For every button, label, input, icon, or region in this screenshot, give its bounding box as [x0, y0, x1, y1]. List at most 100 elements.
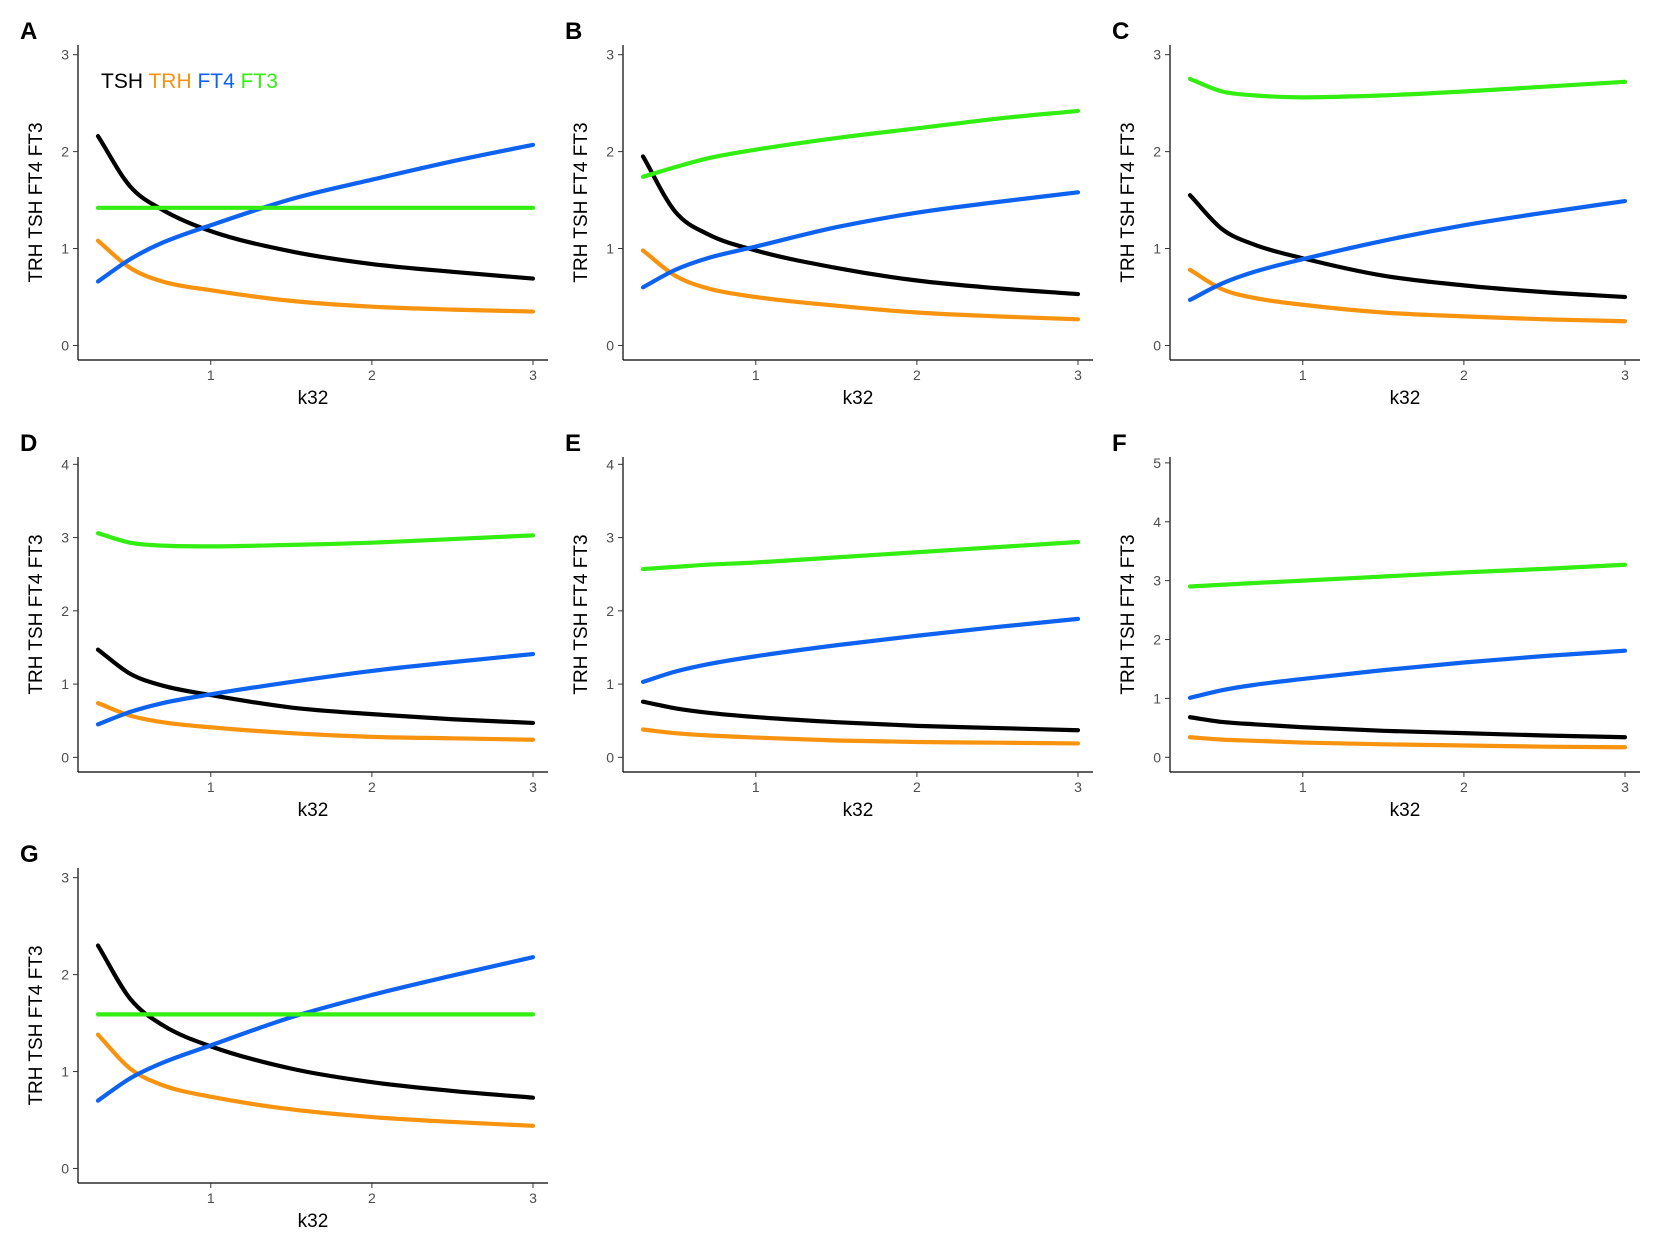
panel-a-series-trh-line	[95, 238, 536, 314]
panel-c-xtick-label: 3	[1621, 367, 1629, 383]
panel-b-ytick-label: 1	[606, 241, 614, 257]
panel-e-letter: E	[565, 430, 581, 457]
panel-f-ytick-label: 4	[1153, 514, 1161, 530]
panel-c-ytick-label: 2	[1153, 144, 1161, 160]
legend: TSH TRH FT4 FT3	[101, 70, 278, 93]
panel-g-ytick-label: 2	[61, 967, 69, 983]
panel-d-series-trh-line	[95, 701, 536, 742]
panel-b-xtick-label: 3	[1074, 367, 1082, 383]
panel-d-xtick-label: 1	[207, 779, 215, 795]
panel-g-ytick-label: 3	[61, 870, 69, 886]
panel-a-letter: A	[20, 18, 37, 45]
panel-a-series-tsh-line	[95, 134, 536, 281]
panel-g-series-ft4-line	[95, 955, 536, 1103]
panel-e-ytick-label: 2	[606, 603, 614, 619]
panel-g-xtick-label: 3	[529, 1190, 537, 1206]
panel-d: D 0 1 2 3 4 1 2 3 k32 TRH TSH FT4 FT3	[20, 430, 548, 821]
panel-b-series-tsh-line	[640, 154, 1081, 297]
panel-d-letter: D	[20, 430, 37, 457]
panel-b-xtick-label: 2	[913, 367, 921, 383]
panel-d-ytick-label: 2	[61, 603, 69, 619]
panel-d-y-title: TRH TSH FT4 FT3	[26, 534, 47, 694]
panel-a-ytick-label: 2	[61, 144, 69, 160]
panel-b-series-trh-line	[640, 248, 1081, 322]
panel-g-xtick-label: 1	[207, 1190, 215, 1206]
panel-b-xtick-label: 1	[752, 367, 760, 383]
panel-d-ytick-label: 3	[61, 530, 69, 546]
panel-b-ytick-label: 3	[606, 47, 614, 63]
panel-c-series-ft3-line	[1187, 76, 1628, 100]
panel-a-series-ft4-line	[95, 142, 536, 284]
panel-g-letter: G	[20, 841, 39, 868]
panel-a-xtick-label: 3	[529, 367, 537, 383]
panel-b-series-ft4-line	[640, 190, 1081, 290]
panel-g: G 0 1 2 3 1 2 3 k32 TRH TSH FT4 FT3	[20, 841, 548, 1232]
panel-c-y-title: TRH TSH FT4 FT3	[1118, 122, 1139, 282]
panel-c-x-title: k32	[1390, 388, 1421, 409]
panel-f-series-ft3-line	[1187, 562, 1628, 589]
panel-b-series-ft3-line	[640, 108, 1081, 179]
panel-f-xtick-label: 3	[1621, 779, 1629, 795]
panel-b-ytick-label: 2	[606, 144, 614, 160]
panel-d-series-ft3-line	[95, 531, 536, 549]
panel-a-ytick-label: 1	[61, 241, 69, 257]
panel-g-y-title: TRH TSH FT4 FT3	[26, 945, 47, 1105]
panel-e-ytick-label: 1	[606, 676, 614, 692]
panel-b-x-title: k32	[843, 388, 874, 409]
panel-a-y-title: TRH TSH FT4 FT3	[26, 122, 47, 282]
panel-c-letter: C	[1112, 18, 1129, 45]
panel-e-ytick-label: 4	[606, 456, 614, 472]
panel-e-x-title: k32	[843, 800, 874, 821]
panel-d-series-ft4-line	[95, 651, 536, 727]
panel-g-x-title: k32	[298, 1211, 329, 1232]
panel-e-series-tsh-line	[640, 699, 1081, 733]
panel-d-xtick-label: 3	[529, 779, 537, 795]
panel-a-xtick-label: 2	[368, 367, 376, 383]
panel-e-xtick-label: 3	[1074, 779, 1082, 795]
panel-g-xtick-label: 2	[368, 1190, 376, 1206]
panel-e-ytick-label: 3	[606, 530, 614, 546]
panel-f-series-ft4-line	[1187, 648, 1628, 700]
panel-f-ytick-label: 5	[1153, 455, 1161, 471]
panel-f-xtick-label: 2	[1460, 779, 1468, 795]
legend-entry-trh: TRH	[143, 70, 192, 93]
panel-d-ytick-label: 0	[61, 749, 69, 765]
panel-g-ytick-label: 0	[61, 1160, 69, 1176]
panel-d-x-title: k32	[298, 800, 329, 821]
panel-e-series-ft3-line	[640, 539, 1081, 572]
panel-e-xtick-label: 2	[913, 779, 921, 795]
panel-f-ytick-label: 0	[1153, 749, 1161, 765]
panel-b-letter: B	[565, 18, 582, 45]
panel-c-series-trh-line	[1187, 267, 1628, 324]
panel-g-series-tsh-line	[95, 943, 536, 1100]
panel-d-xtick-label: 2	[368, 779, 376, 795]
panel-d-ytick-label: 1	[61, 676, 69, 692]
panel-f: F 0 1 2 3 4 5 1 2 3 k32 TRH TSH FT4 FT3	[1112, 430, 1640, 821]
panel-d-series-tsh-line	[95, 647, 536, 726]
panel-c-series-ft4-line	[1187, 198, 1628, 303]
panel-f-series-trh-line	[1187, 735, 1628, 750]
panel-f-x-title: k32	[1390, 800, 1421, 821]
panel-c-series-tsh-line	[1187, 193, 1628, 300]
panel-e-xtick-label: 1	[752, 779, 760, 795]
panel-b-y-title: TRH TSH FT4 FT3	[571, 122, 592, 282]
panel-f-ytick-label: 3	[1153, 573, 1161, 589]
panel-e-y-title: TRH TSH FT4 FT3	[571, 534, 592, 694]
panel-c: C 0 1 2 3 1 2 3 k32 TRH TSH FT4 FT3	[1112, 18, 1640, 409]
panel-a-x-title: k32	[298, 388, 329, 409]
legend-entry-tsh: TSH	[101, 70, 143, 93]
panel-d-ytick-label: 4	[61, 456, 69, 472]
panel-f-xtick-label: 1	[1299, 779, 1307, 795]
panel-b: B 0 1 2 3 1 2 3 k32 TRH TSH FT4 FT3	[565, 18, 1093, 409]
panel-a-xtick-label: 1	[207, 367, 215, 383]
panel-e-ytick-label: 0	[606, 749, 614, 765]
panel-f-letter: F	[1112, 430, 1127, 457]
panel-e-series-trh-line	[640, 727, 1081, 746]
legend-entry-ft3: FT3	[235, 70, 278, 93]
panel-f-y-title: TRH TSH FT4 FT3	[1118, 534, 1139, 694]
panel-f-ytick-label: 1	[1153, 690, 1161, 706]
legend-entry-ft4: FT4	[192, 70, 235, 93]
